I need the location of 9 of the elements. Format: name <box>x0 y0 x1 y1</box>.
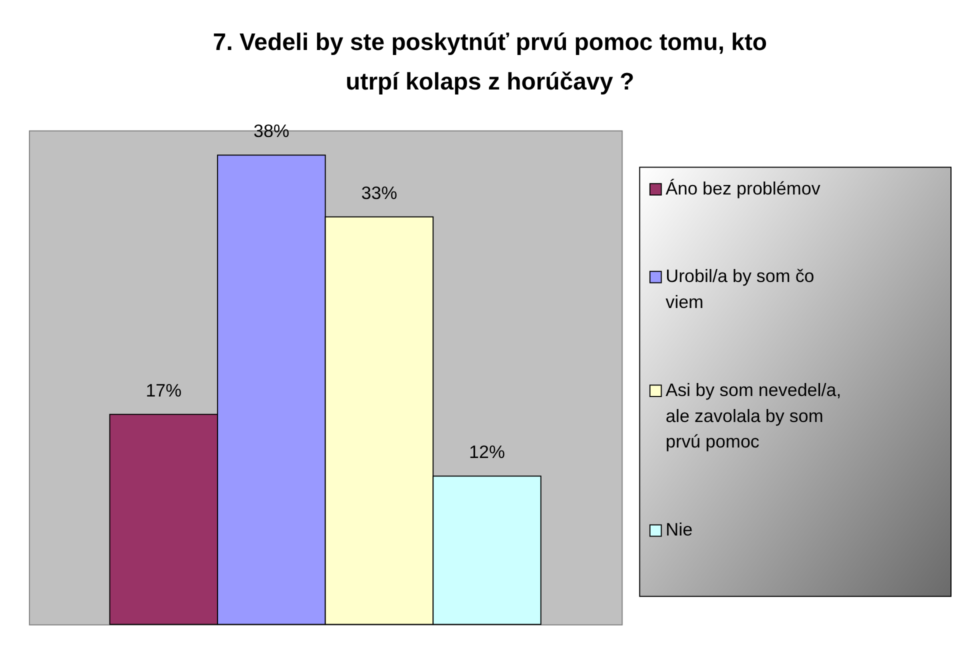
data-label: 33% <box>361 182 398 203</box>
legend-label: Áno bez problémov <box>666 178 820 198</box>
legend-label: Nie <box>666 520 693 540</box>
chart-title: 7. Vedeli by ste poskytnúť prvú pomoc tomu, kto utrpí kolaps z horúčavy ? <box>212 28 768 96</box>
data-label: 12% <box>469 442 505 462</box>
legend-label: Urobil/a by som čo viem <box>666 266 814 312</box>
legend-label: Asi by som nevedel/a, ale zavolala by som prvú pomoc <box>666 380 842 452</box>
data-label: 17% <box>146 380 182 400</box>
data-label: 38% <box>253 121 290 142</box>
